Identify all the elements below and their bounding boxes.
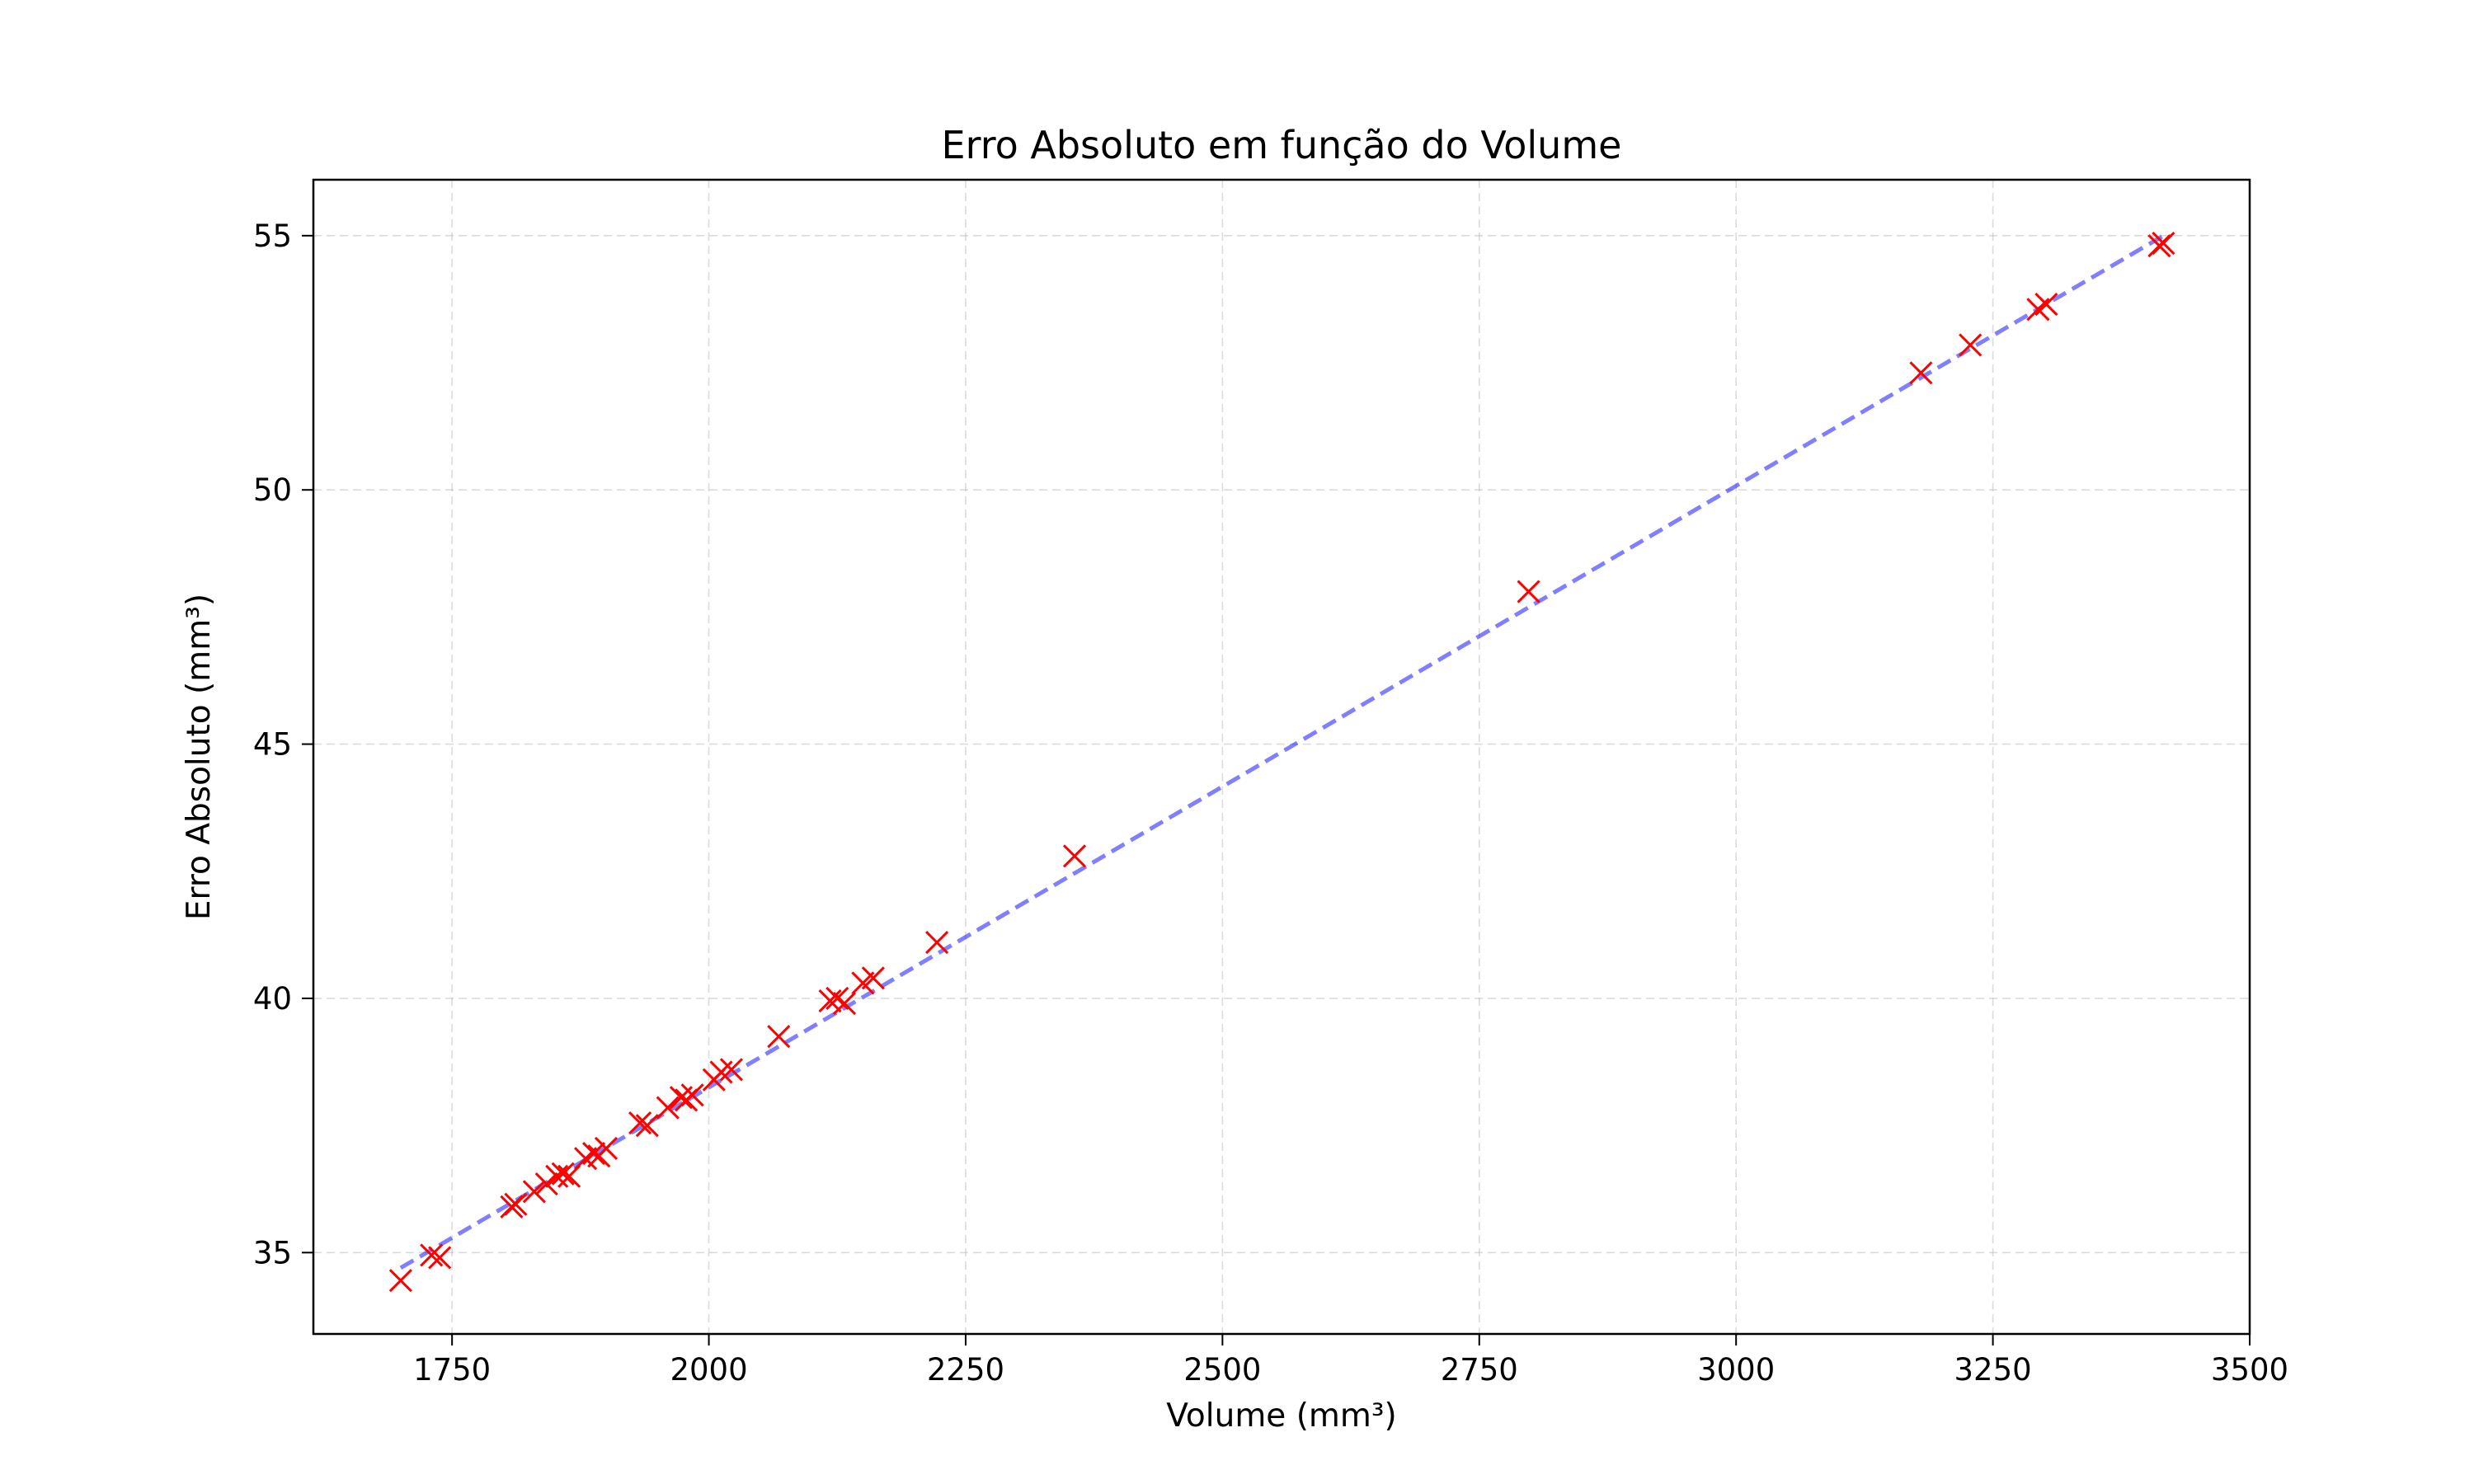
data-point-marker — [635, 1114, 659, 1138]
x-tick-label: 2250 — [927, 1352, 1004, 1388]
data-point-marker — [522, 1180, 546, 1204]
data-point-marker — [534, 1172, 558, 1196]
data-point-marker — [1062, 844, 1087, 868]
data-point-marker — [628, 1111, 652, 1135]
data-point-marker — [767, 1025, 791, 1049]
data-point-marker — [581, 1141, 606, 1166]
y-axis-ticks: 35 40 45 50 55 — [253, 218, 313, 1270]
data-point-marker — [2034, 293, 2058, 317]
data-point-marker — [861, 966, 885, 990]
scatter-markers — [388, 232, 2175, 1293]
x-tick-label: 1750 — [413, 1352, 491, 1388]
data-point-marker — [1909, 361, 1933, 385]
x-axis-label: Volume (mm³) — [1166, 1397, 1397, 1435]
data-point-marker — [551, 1162, 575, 1186]
x-tick-label: 3000 — [1697, 1352, 1775, 1388]
x-tick-label: 3250 — [1954, 1352, 2032, 1388]
y-tick-label: 55 — [253, 218, 292, 254]
x-tick-label: 2000 — [670, 1352, 747, 1388]
y-axis-label: Erro Absoluto (mm³) — [181, 594, 218, 920]
data-point-marker — [719, 1058, 744, 1082]
y-tick-label: 35 — [253, 1235, 292, 1270]
data-point-marker — [504, 1192, 528, 1216]
data-point-marker — [594, 1136, 618, 1160]
data-point-marker — [545, 1164, 569, 1188]
chart-title: Erro Absoluto em função do Volume — [942, 123, 1622, 167]
data-point-marker — [428, 1246, 452, 1270]
y-tick-label: 50 — [253, 472, 292, 508]
data-point-marker — [925, 931, 949, 955]
y-tick-label: 45 — [253, 727, 292, 763]
data-point-marker — [656, 1096, 680, 1120]
data-point-marker — [1517, 580, 1540, 603]
data-point-marker — [2152, 232, 2175, 256]
data-point-marker — [832, 992, 857, 1016]
data-point-marker — [1959, 333, 1982, 357]
data-point-marker — [680, 1083, 704, 1107]
x-tick-label: 2750 — [1441, 1352, 1518, 1388]
x-tick-label: 2500 — [1183, 1352, 1261, 1388]
data-point-marker — [388, 1269, 412, 1293]
axes-frame — [312, 178, 2251, 1336]
data-point-marker — [420, 1243, 444, 1267]
y-tick-label: 40 — [253, 981, 292, 1017]
data-point-marker — [818, 989, 842, 1013]
data-point-marker — [825, 986, 849, 1011]
x-tick-label: 3500 — [2211, 1352, 2288, 1388]
x-axis-ticks: 1750 2000 2250 2500 2750 3000 3250 3500 — [413, 1334, 2288, 1388]
